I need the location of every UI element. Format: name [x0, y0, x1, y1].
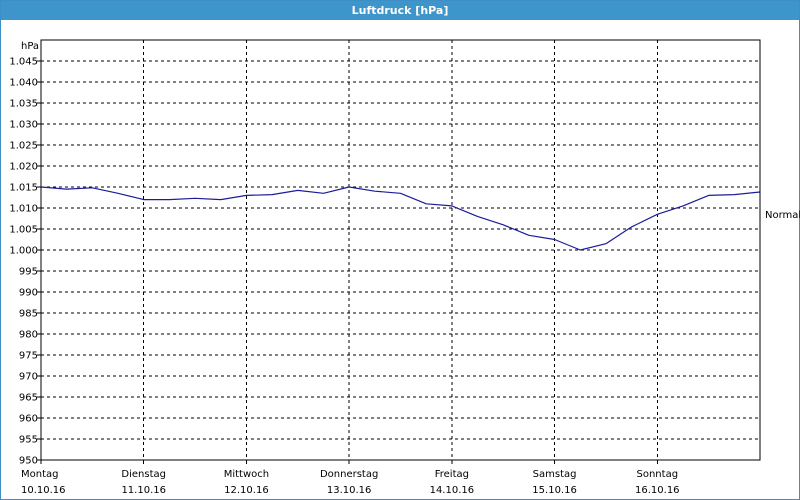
y-tick-label: 985: [19, 309, 38, 320]
x-tick-label-day: Samstag: [533, 469, 577, 480]
x-tick-label-day: Sonntag: [637, 469, 679, 480]
y-tick-label: 1.035: [9, 99, 38, 110]
y-tick-label: 1.015: [9, 183, 38, 194]
y-tick-label: 950: [19, 456, 38, 467]
y-tick-label: 980: [19, 330, 38, 341]
x-tick-label-date: 13.10.16: [327, 485, 372, 496]
x-tick-label-date: 15.10.16: [532, 485, 577, 496]
y-tick-label: 1.030: [9, 120, 38, 131]
y-tick-label: 990: [19, 288, 38, 299]
series: [40, 186, 761, 251]
y-tick-label: 975: [19, 351, 38, 362]
y-tick-label: 1.040: [9, 78, 38, 89]
x-tick-label-day: Donnerstag: [320, 469, 378, 480]
x-tick-label-day: Dienstag: [121, 469, 166, 480]
y-tick-label: 995: [19, 267, 38, 278]
y-tick-label: 1.000: [9, 246, 38, 257]
window-title: Luftdruck [hPa]: [1, 1, 799, 20]
x-tick-label-day: Montag: [21, 469, 58, 480]
y-tick-label: 960: [19, 414, 38, 425]
y-tick-label: 1.025: [9, 141, 38, 152]
y-axis-unit-label: hPa: [21, 41, 39, 52]
reference-label-normal: Normal: [765, 210, 800, 221]
x-tick-label-date: 10.10.16: [21, 485, 66, 496]
y-tick-label: 965: [19, 393, 38, 404]
y-tick-label: 1.010: [9, 204, 38, 215]
x-tick-label-date: 16.10.16: [635, 485, 680, 496]
x-axis-ticks: Montag 10.10.16 Dienstag 11.10.16 Mittwoch 12…: [21, 460, 680, 496]
x-tick-label-day: Mittwoch: [224, 469, 269, 480]
grid: [41, 40, 760, 460]
y-tick-label: 970: [19, 372, 38, 383]
plot-frame: [40, 39, 761, 461]
x-tick-label-date: 12.10.16: [224, 485, 269, 496]
x-tick-label-date: 14.10.16: [430, 485, 475, 496]
x-tick-label-date: 11.10.16: [121, 485, 166, 496]
y-tick-label: 1.005: [9, 225, 38, 236]
x-tick-label-day: Freitag: [435, 469, 469, 480]
y-tick-label: 955: [19, 435, 38, 446]
y-axis-ticks: 950 955 960 965 970 975 980 985 990 995 1.000 1.005…: [9, 57, 41, 467]
y-tick-label: 1.045: [9, 57, 38, 68]
pressure-series-line: [40, 186, 761, 251]
y-tick-label: 1.020: [9, 162, 38, 173]
